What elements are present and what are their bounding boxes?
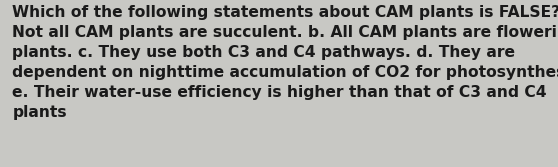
Text: Which of the following statements about CAM plants is FALSE? a.
Not all CAM plan: Which of the following statements about …: [12, 5, 558, 120]
